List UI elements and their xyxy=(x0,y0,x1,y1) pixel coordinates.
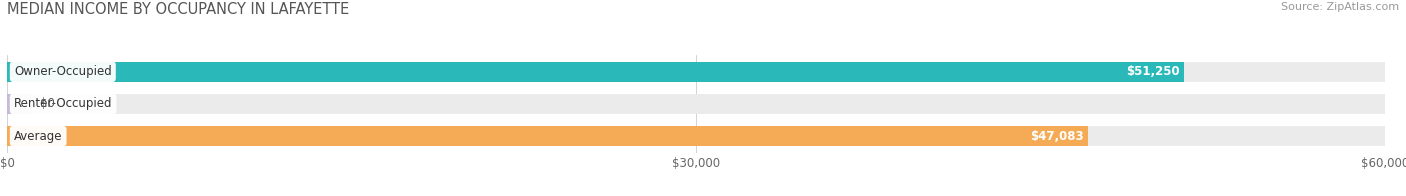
Bar xyxy=(7,126,1385,146)
Text: MEDIAN INCOME BY OCCUPANCY IN LAFAYETTE: MEDIAN INCOME BY OCCUPANCY IN LAFAYETTE xyxy=(7,2,349,17)
Text: $0: $0 xyxy=(41,97,55,110)
Bar xyxy=(7,62,1385,82)
Text: Renter-Occupied: Renter-Occupied xyxy=(14,97,112,110)
Text: Owner-Occupied: Owner-Occupied xyxy=(14,65,111,78)
Bar xyxy=(7,62,1184,82)
Bar xyxy=(7,126,1088,146)
Text: $47,083: $47,083 xyxy=(1031,130,1084,143)
Bar xyxy=(7,94,32,114)
Bar xyxy=(7,94,1385,114)
Text: Average: Average xyxy=(14,130,62,143)
Text: Source: ZipAtlas.com: Source: ZipAtlas.com xyxy=(1281,2,1399,12)
Text: $51,250: $51,250 xyxy=(1126,65,1180,78)
